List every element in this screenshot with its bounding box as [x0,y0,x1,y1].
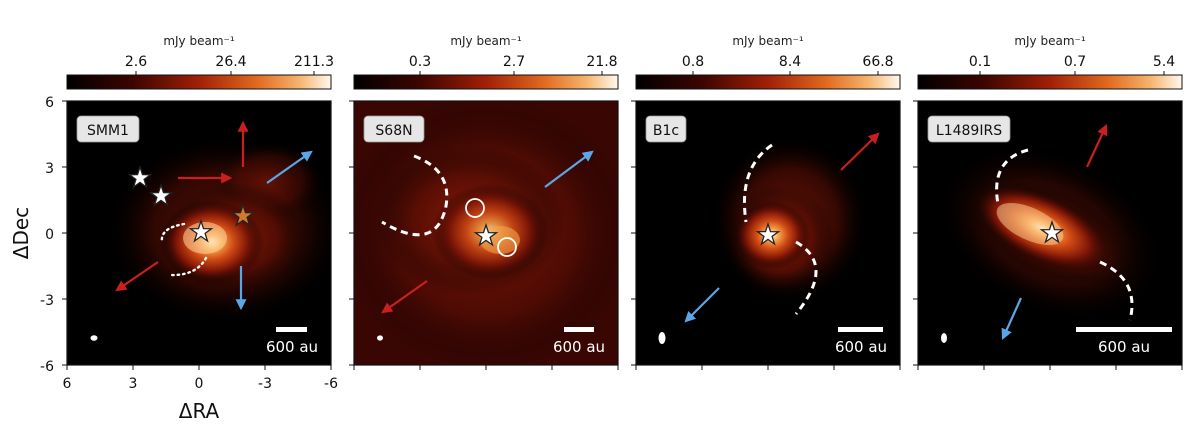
blue-arrow-b1c [684,287,720,323]
colorbar-unit-smm1: mJy beam⁻¹ [163,34,235,48]
x-tick-1: 6 [63,376,72,392]
label-box-l1489irs: L1489IRS [927,115,1011,143]
star-marker-smm1-a [127,164,153,189]
scale-label-l1489irs: 600 au [1098,338,1150,356]
x-tick-2: 3 [129,376,138,392]
scale-bar-s68n [564,327,594,332]
ticks-s68n [349,100,619,370]
panel-name-smm1: SMM1 [87,123,129,139]
star-marker-s68n [473,222,499,247]
colorbar-tick-b1c-3: 66.8 [862,54,893,70]
emission-b1c [710,135,870,305]
y-axis: 6 3 0 -3 -6 ΔDec [9,95,67,375]
circle-marker-s68n-b [497,237,517,257]
panel-name-b1c: B1c [653,123,679,139]
colorbar-tick-smm1-3: 211.3 [294,54,334,70]
panel-b1c: mJy beam⁻¹ 0.8 8.4 66.8 B1c 600 au [631,34,901,370]
colorbar-smm1 [66,74,332,90]
y-tick-3: 0 [45,227,54,243]
colorbar-s68n [353,74,619,90]
blue-arrow-upperright-smm1 [266,150,313,184]
panel-name-l1489irs: L1489IRS [936,123,1002,139]
outflow-arrows-smm1 [115,120,313,311]
colorbar-unit-s68n: mJy beam⁻¹ [450,34,522,48]
colorbar-tick-l1489irs-3: 5.4 [1153,54,1175,70]
colorbar-tick-l1489irs-1: 0.1 [969,54,991,70]
label-box-s68n: S68N [363,115,425,143]
dashed-arc-l1489irs-lower [1099,260,1134,321]
label-box-smm1: SMM1 [76,115,140,143]
colorbar-unit-l1489irs: mJy beam⁻¹ [1014,34,1086,48]
dotted-arc-smm1 [160,222,208,277]
red-arrow-l1489irs [1086,124,1108,168]
blue-arrow-l1489irs [1001,297,1023,341]
x-tick-3: 0 [195,376,204,392]
circle-marker-s68n-a [465,198,485,218]
scale-bar-b1c [838,327,883,332]
y-tick-1: 6 [45,95,54,111]
panel-smm1: mJy beam⁻¹ 2.6 26.4 211.3 SMM1 [9,34,338,423]
y-tick-2: 3 [45,161,54,177]
colorbar-tick-s68n-1: 0.3 [409,54,431,70]
y-tick-5: -6 [40,359,54,375]
scale-label-b1c: 600 au [835,338,887,356]
beam-ellipse-s68n [377,335,383,341]
scale-bar-smm1 [276,327,307,332]
x-tick-5: -6 [324,376,338,392]
panel-name-s68n: S68N [375,123,412,139]
colorbar-tick-b1c-1: 0.8 [682,54,704,70]
red-arrow-b1c [840,132,880,171]
star-marker-b1c [755,221,781,246]
beam-ellipse-smm1 [90,335,98,341]
dashed-arc-b1c-upper [742,143,773,223]
scale-label-smm1: 600 au [266,338,318,356]
beam-ellipse-l1489irs [941,333,947,343]
red-arrow-s68n [381,280,428,314]
label-box-b1c: B1c [645,115,687,143]
dashed-arc-b1c-lower [794,240,818,315]
colorbar-tick-smm1-2: 26.4 [215,54,246,70]
colorbar-tick-s68n-2: 2.7 [503,54,525,70]
beam-ellipse-b1c [658,332,666,344]
panel-s68n: mJy beam⁻¹ 0.3 2.7 21.8 S68N 600 au [349,34,619,370]
panel-l1489irs: mJy beam⁻¹ 0.1 0.7 5.4 L1489IRS 600 au [913,34,1183,370]
x-tick-4: -3 [258,376,272,392]
star-marker-smm1-c [188,218,214,243]
colorbar-unit-b1c: mJy beam⁻¹ [732,34,804,48]
dashed-arc-s68n [381,154,449,237]
dashed-arc-l1489irs-upper [995,148,1029,205]
emission-smm1 [105,135,331,325]
star-marker-smm1-d [230,202,256,227]
ticks-l1489irs [913,100,1183,370]
colorbar-tick-smm1-1: 2.6 [125,54,147,70]
y-axis-label: ΔDec [9,207,33,259]
colorbar-tick-b1c-2: 8.4 [779,54,801,70]
x-axis-label: ΔRA [179,399,220,423]
star-marker-smm1-b [148,182,174,207]
y-tick-4: -3 [40,293,54,309]
colorbar-tick-s68n-3: 21.8 [586,54,617,70]
blue-arrow-s68n [544,150,594,188]
ticks-b1c [631,100,901,370]
scale-label-s68n: 600 au [553,338,605,356]
x-axis: 6 3 0 -3 -6 ΔRA [63,365,338,423]
colorbar-b1c [635,74,901,90]
star-marker-l1489irs [1039,219,1065,244]
colorbar-l1489irs [917,74,1183,90]
colorbar-ticks-smm1 [135,71,315,75]
protostars-smm1 [127,164,256,243]
colorbar-tick-l1489irs-2: 0.7 [1064,54,1086,70]
red-arrow-lowerleft-smm1 [115,261,159,292]
scale-bar-l1489irs [1076,327,1172,332]
